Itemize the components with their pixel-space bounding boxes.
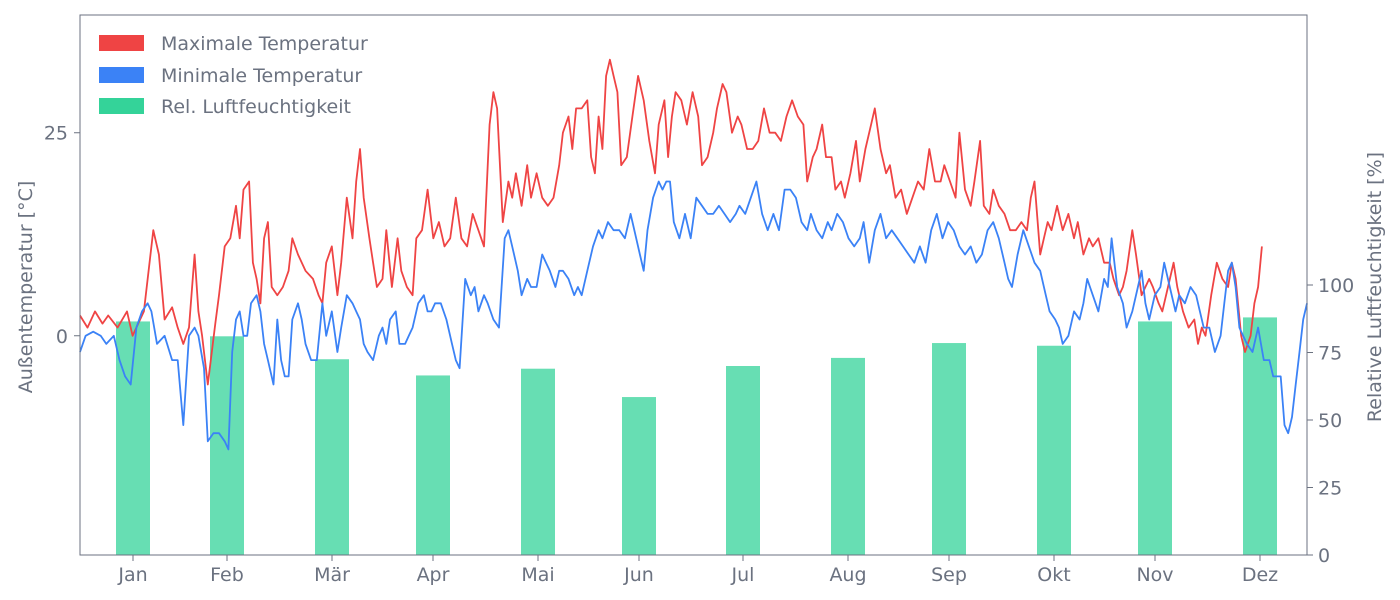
temperature-lines: [79, 58, 1308, 451]
x-tick-label-jul: Jul: [731, 564, 755, 586]
y-right-tick-label: 75: [1318, 343, 1342, 365]
x-tick-label-sep: Sep: [931, 564, 967, 586]
humidity-bar-sep: [932, 343, 966, 555]
x-tick-label-mai: Mai: [521, 564, 554, 586]
humidity-bar-nov: [1138, 321, 1172, 555]
x-tick-label-jan: Jan: [117, 564, 147, 586]
y-left-tick-label: 0: [56, 326, 68, 348]
x-tick-label-dez: Dez: [1242, 564, 1278, 586]
legend-swatch-humidity: [99, 98, 144, 114]
humidity-bar-mär: [315, 359, 349, 555]
legend-label-humidity: Rel. Luftfeuchtigkeit: [161, 96, 351, 118]
legend: Maximale Temperatur Minimale Temperatur …: [99, 33, 368, 118]
y-axis-right-title: Relative Luftfeuchtigkeit [%]: [1364, 152, 1386, 422]
y-right-tick-label: 50: [1318, 410, 1342, 432]
humidity-bars: [116, 317, 1277, 555]
x-tick-label-okt: Okt: [1037, 564, 1070, 586]
x-tick-label-jun: Jun: [623, 564, 654, 586]
x-tick-label-aug: Aug: [829, 564, 866, 586]
humidity-bar-mai: [521, 368, 555, 555]
series-line-min-temp: [79, 180, 1308, 451]
humidity-bar-jun: [622, 397, 656, 555]
legend-swatch-min: [99, 67, 144, 83]
humidity-bar-aug: [831, 357, 865, 555]
x-tick-label-mär: Mär: [314, 564, 350, 586]
legend-label-min: Minimale Temperatur: [161, 65, 362, 87]
y-left-tick-label: 25: [44, 123, 68, 145]
x-tick-label-apr: Apr: [417, 564, 450, 586]
humidity-bar-apr: [416, 375, 450, 555]
humidity-bar-okt: [1037, 345, 1071, 555]
humidity-bar-jul: [726, 366, 760, 555]
x-tick-label-feb: Feb: [210, 564, 244, 586]
series-line-max-temp: [79, 58, 1263, 386]
y-right-tick-label: 25: [1318, 478, 1342, 500]
y-axis-left-title: Außentemperatur [°C]: [15, 181, 37, 394]
y-right-tick-label: 0: [1318, 545, 1330, 567]
y-right-tick-label: 100: [1318, 275, 1354, 297]
humidity-bar-dez: [1243, 317, 1277, 555]
legend-label-max: Maximale Temperatur: [161, 33, 368, 55]
x-tick-label-nov: Nov: [1136, 564, 1173, 586]
legend-swatch-max: [99, 35, 144, 51]
axes: 0 25 0 25 50 75 100 Jan Feb Mär Apr Mai Jun Jul Aug Sep…: [44, 14, 1354, 586]
